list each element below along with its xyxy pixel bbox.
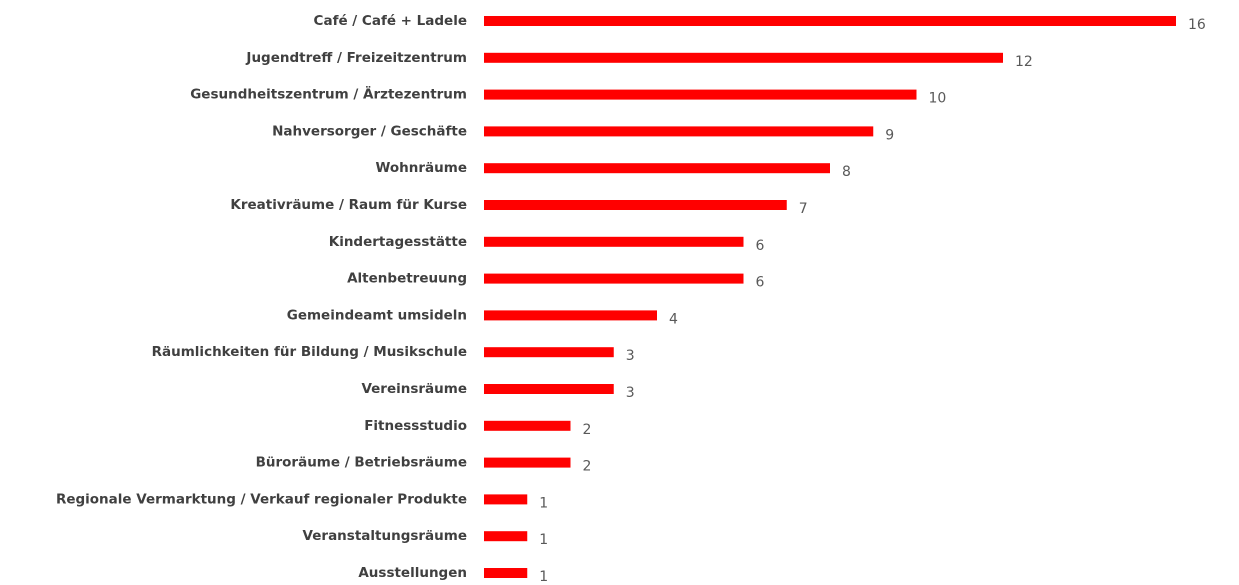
value-label: 12 [1015,54,1033,70]
value-label: 1 [539,569,548,585]
bar [484,457,571,468]
value-label: 6 [756,275,765,291]
value-label: 2 [583,422,592,438]
bar [484,494,528,505]
category-label: Räumlichkeiten für Bildung / Musikschule [152,344,467,360]
value-label: 10 [929,91,947,107]
value-label: 6 [756,238,765,254]
bar [484,89,917,100]
category-label: Nahversorger / Geschäfte [272,123,467,139]
value-label: 1 [539,532,548,548]
bar [484,200,787,210]
value-label: 8 [842,164,851,180]
value-label: 16 [1188,17,1206,33]
value-label: 3 [626,348,635,364]
category-label: Café / Café + Ladele [314,13,467,29]
bar [484,568,528,578]
value-label: 3 [626,385,635,401]
value-label: 7 [799,201,808,217]
value-label: 2 [583,459,592,475]
bar [484,420,571,431]
category-label: Altenbetreuung [347,271,467,287]
bar [484,531,528,542]
category-label: Fitnessstudio [364,418,467,434]
category-label: Wohnräume [375,160,467,176]
bar [484,347,614,358]
category-label: Büroräume / Betriebsräume [256,455,467,471]
category-label: Kindertagesstätte [329,234,467,250]
category-label: Vereinsräume [361,381,467,397]
category-label: Gemeindeamt umsideln [287,307,467,323]
category-label: Regionale Vermarktung / Verkauf regional… [56,491,467,507]
bar [484,163,830,174]
bar [484,273,744,284]
bar [484,384,614,394]
value-label: 1 [539,495,548,511]
category-label: Jugendtreff / Freizeitzentrum [245,50,467,66]
bar [484,126,874,137]
value-label: 9 [885,127,894,143]
category-label: Ausstellungen [358,565,467,581]
category-label: Kreativräume / Raum für Kurse [230,197,467,213]
bar [484,310,657,321]
bar [484,52,1003,63]
bar [484,16,1176,26]
category-label: Gesundheitszentrum / Ärztezentrum [190,86,467,103]
bar [484,236,744,247]
category-label: Veranstaltungsräume [303,528,467,544]
value-label: 4 [669,311,678,327]
